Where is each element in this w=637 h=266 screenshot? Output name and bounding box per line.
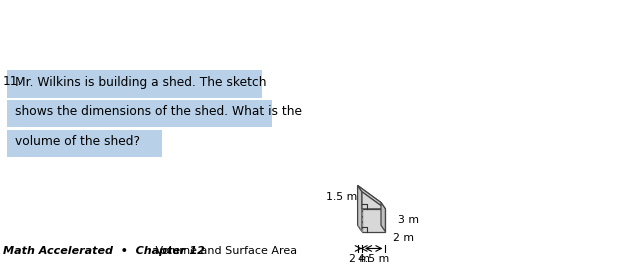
Polygon shape bbox=[357, 185, 381, 202]
Polygon shape bbox=[357, 185, 362, 232]
Text: volume of the shed?: volume of the shed? bbox=[15, 135, 140, 148]
Text: 3 m: 3 m bbox=[398, 215, 419, 225]
FancyBboxPatch shape bbox=[7, 100, 272, 127]
Polygon shape bbox=[362, 209, 385, 232]
Text: 4.5 m: 4.5 m bbox=[358, 254, 389, 264]
Text: 2 m: 2 m bbox=[393, 233, 414, 243]
Text: Mr. Wilkins is building a shed. The sketch: Mr. Wilkins is building a shed. The sket… bbox=[15, 76, 266, 89]
Text: 11.: 11. bbox=[3, 75, 22, 88]
Polygon shape bbox=[357, 202, 381, 225]
Text: Math Accelerated  •  Chapter 12: Math Accelerated • Chapter 12 bbox=[3, 246, 205, 256]
Polygon shape bbox=[357, 185, 385, 209]
FancyBboxPatch shape bbox=[7, 130, 162, 157]
Polygon shape bbox=[362, 192, 385, 209]
FancyBboxPatch shape bbox=[7, 70, 262, 98]
Text: Volume and Surface Area: Volume and Surface Area bbox=[152, 246, 297, 256]
Text: 2 m: 2 m bbox=[349, 254, 370, 264]
Text: 1.5 m: 1.5 m bbox=[326, 192, 357, 202]
Polygon shape bbox=[381, 202, 385, 232]
Text: shows the dimensions of the shed. What is the: shows the dimensions of the shed. What i… bbox=[15, 105, 302, 118]
